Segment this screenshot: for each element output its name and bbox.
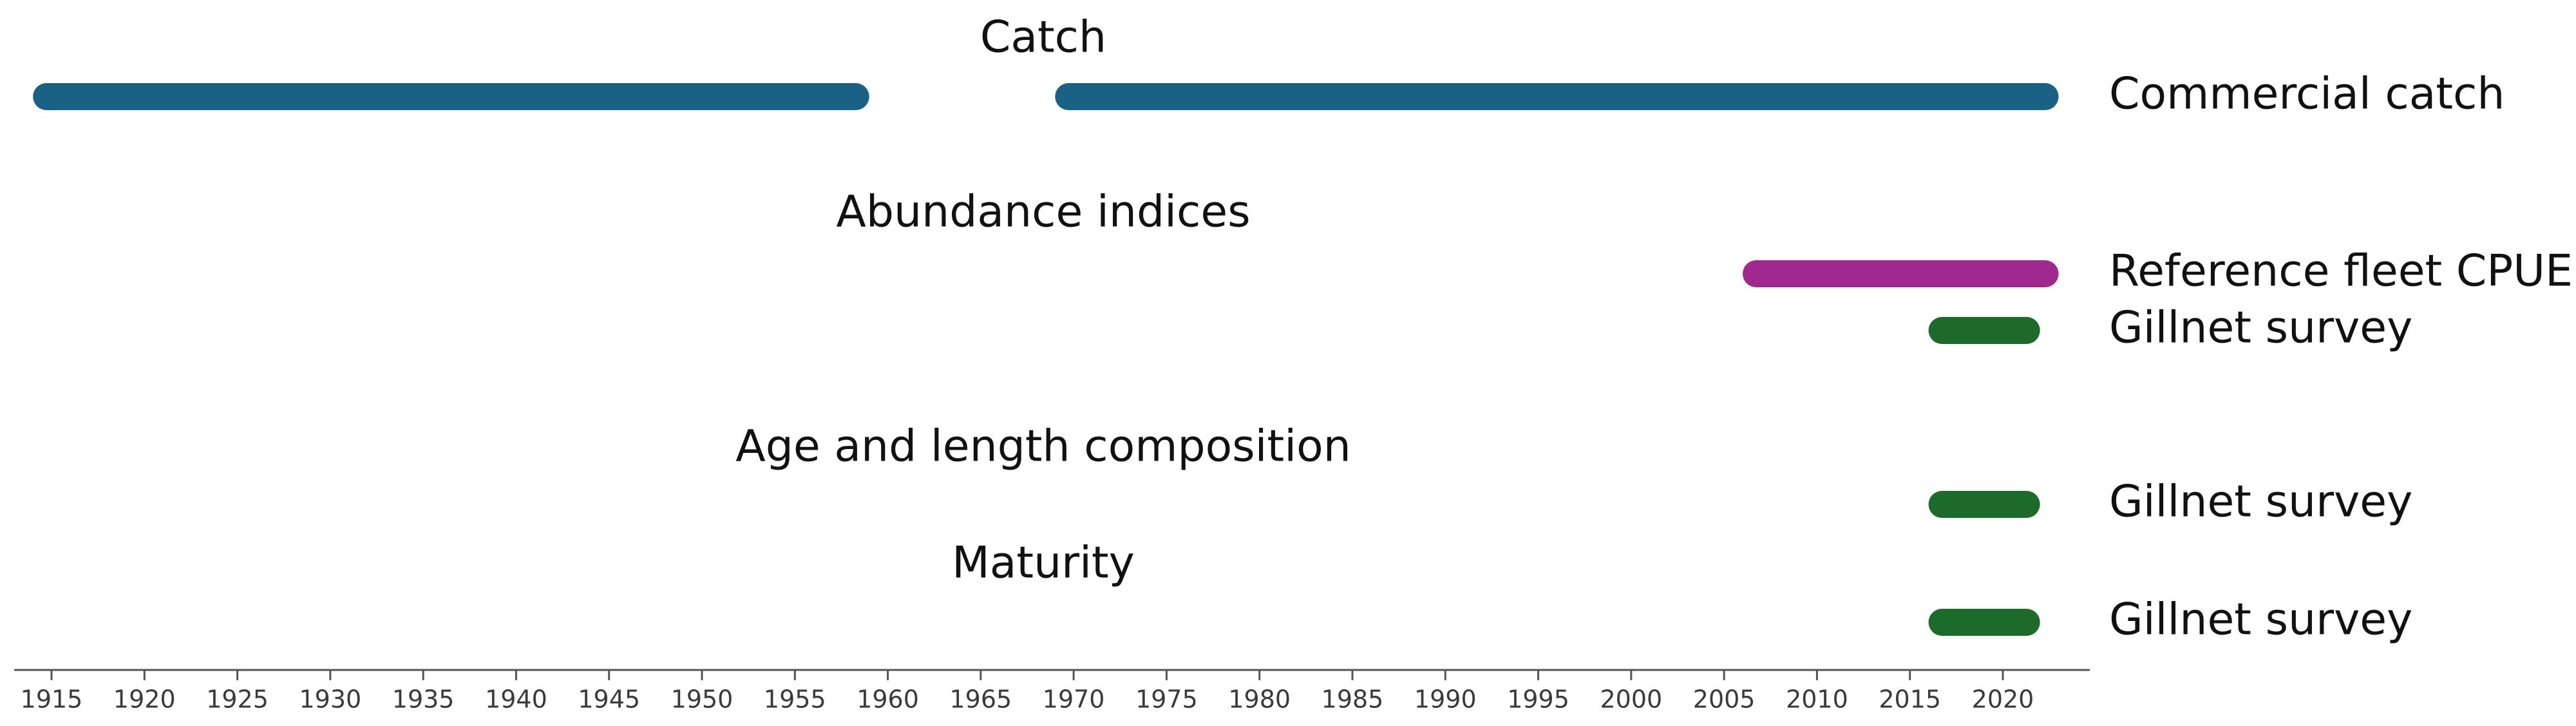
x-tick-label: 2020 bbox=[1972, 685, 2034, 714]
x-axis: 1915 1920 1925 1930 1935 1940 1945 1950 1955 1960… bbox=[14, 669, 2090, 714]
x-tick-label: 1920 bbox=[113, 685, 176, 714]
row-label: Reference fleet CPUE bbox=[2109, 246, 2573, 297]
x-tick-label: 1940 bbox=[485, 685, 547, 714]
x-tick-label: 1975 bbox=[1135, 685, 1198, 714]
x-tick-label: 1985 bbox=[1321, 685, 1384, 714]
sections-layer: Catch Abundance indices Age and length com… bbox=[735, 12, 1351, 589]
x-tick-label: 1950 bbox=[671, 685, 734, 714]
interval-bar bbox=[33, 83, 869, 110]
interval-bar bbox=[1743, 260, 2059, 287]
section-title: Maturity bbox=[952, 538, 1135, 589]
interval-bar bbox=[1055, 83, 2059, 110]
interval-bar bbox=[1928, 609, 2040, 636]
row-label: Gillnet survey bbox=[2109, 595, 2412, 645]
interval-bar bbox=[1928, 317, 2040, 344]
bars-layer bbox=[33, 83, 2059, 636]
x-tick-label: 1925 bbox=[206, 685, 269, 714]
row-labels-layer: Commercial catch Reference fleet CPUE Gill… bbox=[2109, 69, 2573, 645]
x-tick-label: 1990 bbox=[1414, 685, 1477, 714]
x-tick-label: 1960 bbox=[857, 685, 919, 714]
section-title: Catch bbox=[980, 12, 1106, 63]
x-tick-label: 1955 bbox=[764, 685, 826, 714]
x-tick-label: 1930 bbox=[299, 685, 361, 714]
x-tick-label: 2005 bbox=[1693, 685, 1756, 714]
x-tick-label: 1915 bbox=[21, 685, 83, 714]
x-tick-label: 2015 bbox=[1879, 685, 1941, 714]
x-tick-label: 2000 bbox=[1600, 685, 1662, 714]
x-tick-label: 1995 bbox=[1507, 685, 1569, 714]
section-title: Age and length composition bbox=[735, 421, 1351, 472]
row-label: Gillnet survey bbox=[2109, 303, 2412, 354]
x-tick-label: 1945 bbox=[578, 685, 640, 714]
x-tick-label: 1935 bbox=[392, 685, 455, 714]
x-tick-label: 1970 bbox=[1043, 685, 1105, 714]
section-title: Abundance indices bbox=[836, 187, 1250, 238]
row-label: Commercial catch bbox=[2109, 69, 2505, 120]
x-tick-label: 1965 bbox=[949, 685, 1012, 714]
x-tick-label: 2010 bbox=[1786, 685, 1848, 714]
interval-bar bbox=[1928, 491, 2040, 518]
row-label: Gillnet survey bbox=[2109, 477, 2412, 528]
x-tick-label: 1980 bbox=[1228, 685, 1291, 714]
